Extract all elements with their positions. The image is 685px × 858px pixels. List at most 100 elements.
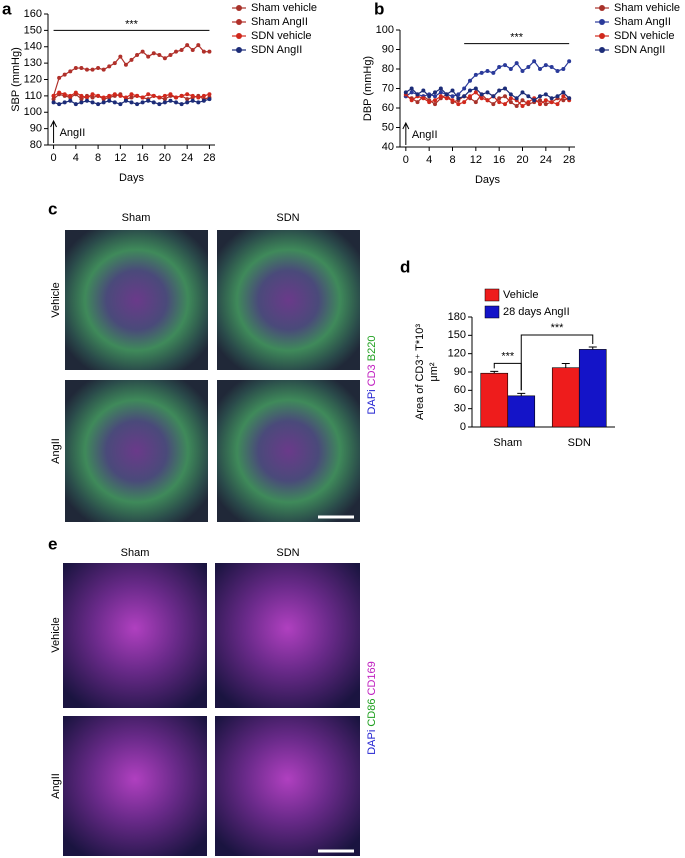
data-point <box>538 102 542 107</box>
arrow-label: AngII <box>60 127 86 139</box>
significance-label: *** <box>551 322 565 334</box>
data-point <box>84 67 89 72</box>
y-tick-label: 40 <box>382 141 394 153</box>
data-point <box>185 97 190 102</box>
data-point <box>497 96 502 101</box>
data-point <box>409 86 414 91</box>
error-bar <box>490 370 499 374</box>
data-point <box>68 69 73 74</box>
column-label: Sham <box>121 547 150 559</box>
data-point <box>514 61 519 66</box>
data-point <box>433 90 437 95</box>
data-point <box>433 102 437 107</box>
data-point <box>129 92 134 97</box>
y-tick-label: 30 <box>454 403 466 415</box>
data-point <box>146 92 151 97</box>
data-point <box>491 94 496 99</box>
data-point <box>462 86 467 91</box>
data-point <box>462 94 467 99</box>
data-point <box>514 104 519 109</box>
data-point <box>101 95 106 100</box>
data-point <box>201 93 206 98</box>
y-tick-label: 160 <box>24 8 42 20</box>
data-point <box>421 96 426 101</box>
stain-label: DAPi CD86 CD169 <box>366 661 378 755</box>
error-bar <box>561 362 570 368</box>
stain: DAPi <box>366 389 378 414</box>
bar <box>578 349 607 428</box>
data-point <box>201 98 206 103</box>
data-point <box>96 102 101 107</box>
data-point <box>68 93 73 98</box>
data-point <box>450 98 455 103</box>
data-point <box>96 66 101 71</box>
data-point <box>543 92 548 97</box>
panel-label: b <box>374 0 384 18</box>
data-point <box>207 49 212 54</box>
data-point <box>561 67 566 71</box>
legend-label: SDN AngII <box>251 44 302 56</box>
data-point <box>409 90 414 95</box>
data-point <box>543 63 548 68</box>
data-point <box>129 100 134 105</box>
x-axis-label: Days <box>475 174 501 186</box>
data-point <box>146 98 151 103</box>
data-point <box>473 72 478 77</box>
data-point <box>151 93 156 98</box>
legend-label: Sham vehicle <box>251 2 317 14</box>
data-point <box>549 100 554 105</box>
x-tick-label: 24 <box>540 154 552 166</box>
arrow <box>402 121 410 145</box>
error-bar <box>517 392 526 396</box>
data-point <box>196 43 201 48</box>
legend-label: SDN vehicle <box>614 30 675 42</box>
data-point <box>555 68 560 73</box>
data-point <box>107 98 112 103</box>
data-point <box>479 92 484 97</box>
x-tick-label: 20 <box>159 152 171 164</box>
x-tick-label: 24 <box>181 152 193 164</box>
data-point <box>450 88 455 93</box>
data-point <box>162 97 167 102</box>
data-point <box>567 96 572 101</box>
data-point <box>190 48 195 53</box>
micrograph <box>65 230 208 370</box>
data-point <box>118 102 123 107</box>
data-point <box>403 90 408 95</box>
data-point <box>427 100 432 105</box>
data-point <box>140 95 145 100</box>
data-point <box>421 88 426 93</box>
y-tick-label: 80 <box>382 63 394 75</box>
data-point <box>473 100 478 105</box>
data-point <box>51 100 56 105</box>
data-point <box>555 102 560 107</box>
data-point <box>479 70 484 75</box>
micrograph <box>215 563 360 708</box>
data-point <box>179 102 184 107</box>
error-bar <box>588 346 597 350</box>
data-point <box>73 90 78 95</box>
y-tick-label: 100 <box>376 24 394 36</box>
data-point <box>162 100 167 105</box>
data-point <box>503 94 507 99</box>
legend-swatch <box>484 288 500 302</box>
row-label: AngII <box>50 773 62 799</box>
row-label: Vehicle <box>50 282 62 317</box>
y-tick-label: 0 <box>460 421 466 433</box>
data-point <box>520 68 525 73</box>
data-point <box>84 98 89 103</box>
data-point <box>90 100 95 105</box>
data-point <box>438 90 443 95</box>
data-point <box>497 65 502 70</box>
y-tick-label: 80 <box>30 139 42 151</box>
data-point <box>532 98 537 103</box>
x-tick-label: 16 <box>137 152 149 164</box>
data-point <box>561 98 566 103</box>
y-axis-label: DBP (mmHg) <box>362 56 374 121</box>
bar <box>507 395 536 428</box>
data-point <box>549 96 554 101</box>
data-point <box>473 90 478 95</box>
y-tick-label: 60 <box>454 384 466 396</box>
data-point <box>526 65 531 70</box>
